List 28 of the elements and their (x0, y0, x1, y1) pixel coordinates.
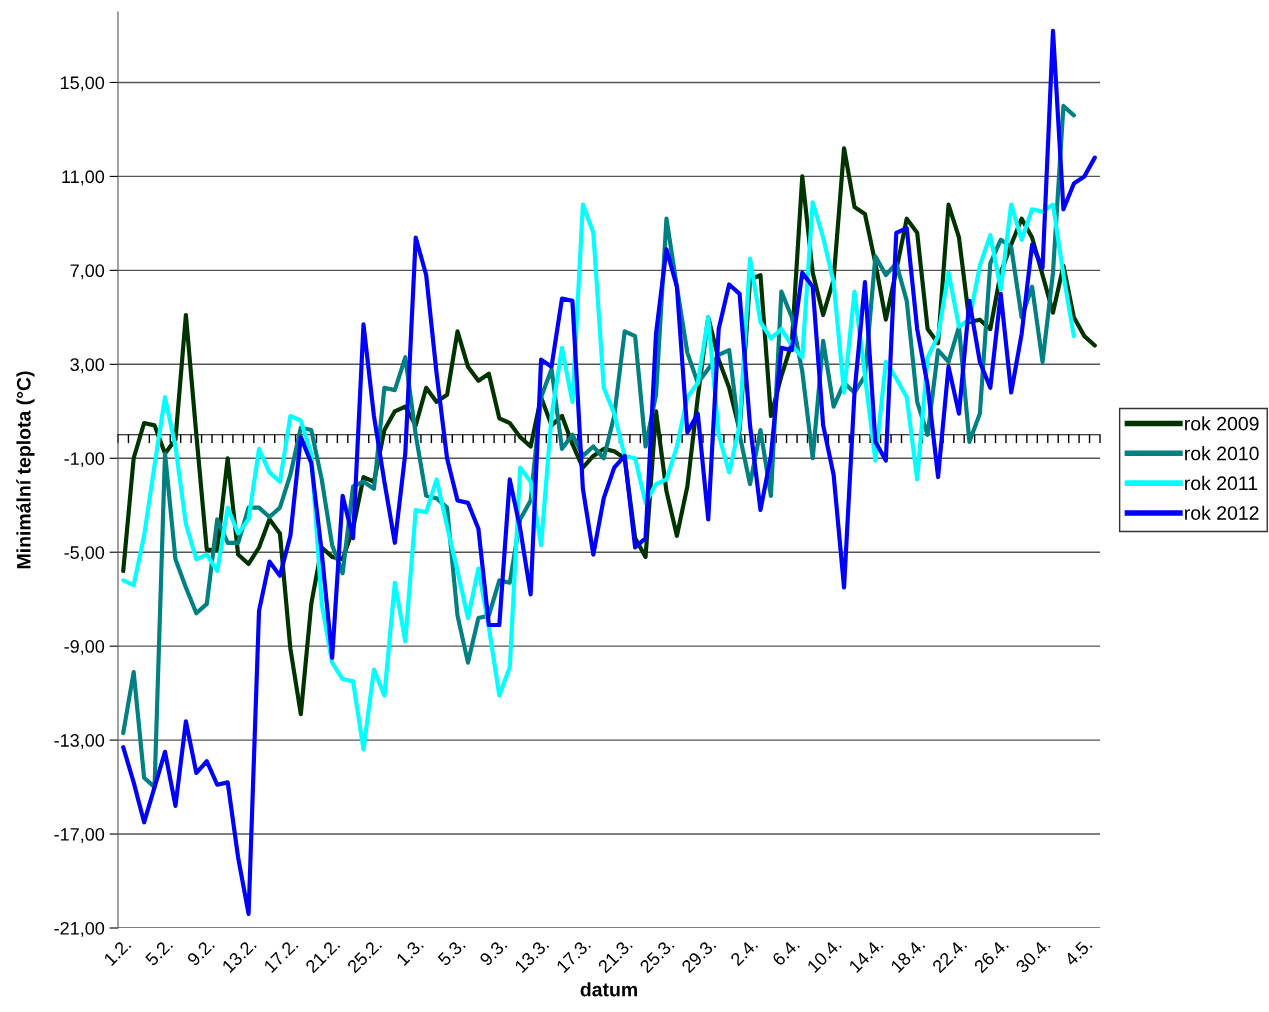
x-tick-label: 1.3. (395, 937, 424, 967)
y-tick-label: -13,00 (54, 734, 105, 749)
x-axis-title: datum (580, 982, 637, 997)
y-tick-label: -9,00 (64, 640, 105, 656)
x-tick-label: 6.4. (771, 937, 801, 967)
x-tick-label: 2.4. (729, 937, 759, 967)
legend-label: rok 2010 (1185, 446, 1259, 461)
y-tick-label: -21,00 (54, 921, 105, 937)
x-tick-label: 5.3. (437, 937, 466, 967)
y-tick-label: -1,00 (64, 452, 105, 468)
x-tick-label: 1.2. (103, 937, 132, 966)
line-series (121, 200, 1076, 752)
legend-label: rok 2012 (1185, 505, 1259, 520)
y-axis-title: Minimální teplota (°C) (16, 371, 35, 569)
x-tick-label: 9.3. (478, 937, 508, 967)
y-tick-label: -17,00 (54, 827, 105, 843)
y-tick-label: 7,00 (70, 264, 105, 280)
x-tick-label: 9.2. (186, 937, 216, 967)
line-series (121, 28, 1097, 916)
x-tick-label: 4.5. (1063, 937, 1093, 967)
y-tick-label: 3,00 (70, 358, 105, 374)
x-tick-label: 30.4. (1014, 937, 1051, 974)
legend-label: rok 2011 (1185, 475, 1258, 491)
y-tick-label: -5,00 (64, 546, 105, 562)
x-tick-label: 5.2. (144, 937, 174, 967)
y-tick-label: 11,00 (62, 170, 105, 186)
y-tick-label: 15,00 (61, 76, 105, 92)
legend-label: rok 2009 (1185, 416, 1259, 431)
